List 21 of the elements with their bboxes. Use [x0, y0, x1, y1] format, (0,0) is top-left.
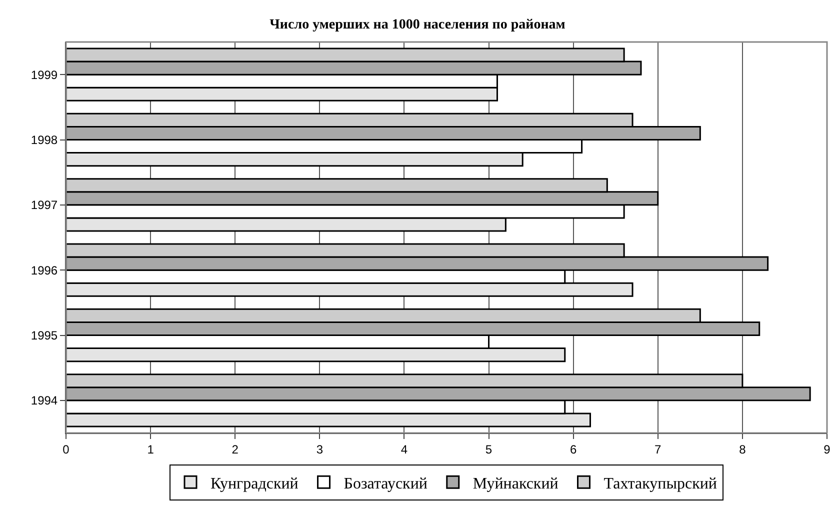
x-tick-label: 5	[485, 442, 492, 456]
x-tick-label: 3	[316, 442, 324, 456]
y-tick-label: 1999	[30, 68, 58, 82]
x-tick-label: 6	[570, 442, 577, 456]
x-tick-label: 1	[147, 442, 154, 456]
y-tick-label: 1997	[30, 198, 58, 212]
x-tick-label: 7	[654, 442, 662, 456]
x-tick-label: 2	[232, 442, 239, 456]
x-tick-label: 0	[62, 442, 70, 456]
legend-label: Тахтакупырский	[604, 475, 718, 492]
x-tick-label: 4	[400, 442, 408, 456]
y-tick-label: 1998	[30, 132, 58, 147]
y-tick-label: 1995	[30, 328, 58, 342]
legend-label: Муйнакский	[472, 475, 559, 492]
chart-title: Число умерших на 1000 населения по районам	[270, 17, 566, 32]
y-tick-label: 1994	[30, 394, 58, 408]
legend-label: Кунградский	[210, 475, 299, 492]
y-tick-label: 1996	[30, 263, 58, 278]
x-tick-label: 8	[739, 442, 746, 456]
legend-label: Бозатауский	[344, 475, 428, 492]
x-tick-label: 9	[824, 442, 831, 456]
